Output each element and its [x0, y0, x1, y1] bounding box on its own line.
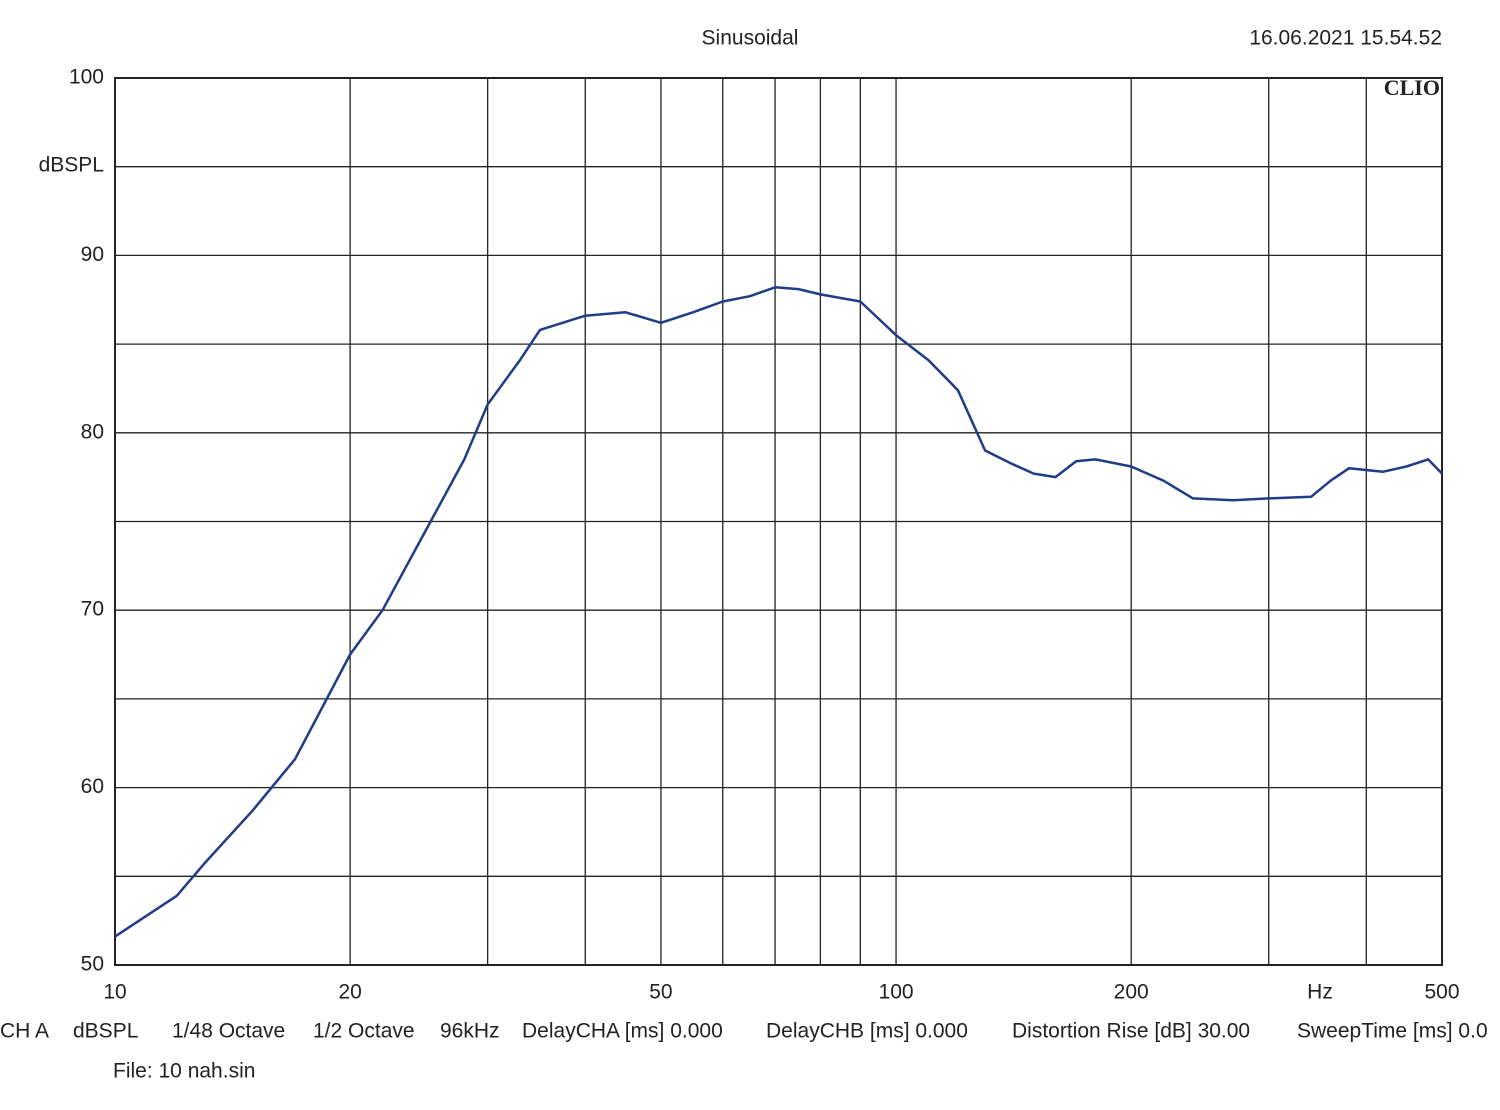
footer-info: Distortion Rise [dB] 30.00 — [1012, 1020, 1250, 1043]
y-axis-label: dBSPL — [39, 154, 104, 177]
footer-info: SweepTime [ms] 0.0 — [1297, 1020, 1488, 1043]
y-tick-label: 50 — [81, 953, 104, 976]
x-tick-label: 20 — [338, 981, 361, 1004]
y-tick-label: 80 — [81, 420, 104, 443]
y-tick-label: 100 — [69, 66, 104, 89]
footer-info: DelayCHB [ms] 0.000 — [766, 1020, 968, 1043]
x-tick-label: 200 — [1114, 981, 1149, 1004]
y-tick-label: 70 — [81, 598, 104, 621]
x-tick-label: 100 — [879, 981, 914, 1004]
x-axis-label: Hz — [1307, 981, 1333, 1004]
footer-info: 1/48 Octave — [172, 1020, 285, 1043]
x-tick-label: 10 — [103, 981, 126, 1004]
footer-info: CH A — [0, 1020, 49, 1043]
footer-info: dBSPL — [73, 1020, 138, 1043]
footer-info: DelayCHA [ms] 0.000 — [522, 1020, 723, 1043]
footer-info: 1/2 Octave — [313, 1020, 415, 1043]
chart-title: Sinusoidal — [702, 27, 799, 50]
timestamp: 16.06.2021 15.54.52 — [1249, 27, 1442, 50]
x-tick-label: 50 — [649, 981, 672, 1004]
file-name: File: 10 nah.sin — [113, 1060, 255, 1083]
x-tick-label: 500 — [1424, 981, 1459, 1004]
response-curve — [114, 286, 1443, 938]
footer-info: 96kHz — [440, 1020, 500, 1043]
brand: CLIO — [1384, 75, 1440, 100]
y-tick-label: 60 — [81, 775, 104, 798]
y-tick-label: 90 — [81, 243, 104, 266]
plot-frame — [114, 77, 1443, 966]
